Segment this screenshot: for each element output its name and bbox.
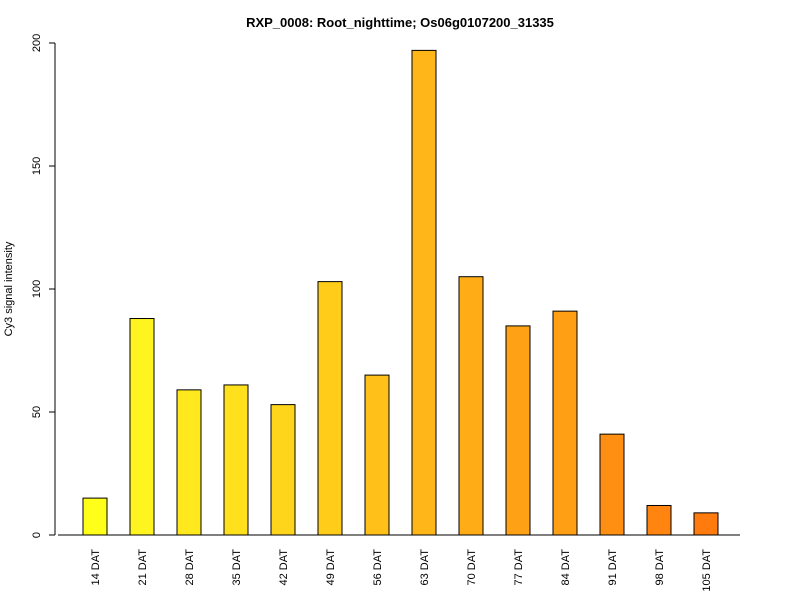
chart-title: RXP_0008: Root_nighttime; Os06g0107200_3… xyxy=(246,15,554,30)
y-axis-label: Cy3 signal intensity xyxy=(3,241,15,336)
bar-70-dat xyxy=(458,276,484,536)
y-tick-label: 50 xyxy=(31,406,43,418)
category-label: 21 DAT xyxy=(137,549,149,586)
category-label: 56 DAT xyxy=(372,549,384,586)
bar-105-dat xyxy=(693,512,719,536)
category-label: 70 DAT xyxy=(466,549,478,586)
bar-14-dat xyxy=(82,497,108,536)
category-label: 63 DAT xyxy=(419,549,431,586)
y-tick-label: 150 xyxy=(31,157,43,175)
bar-49-dat xyxy=(317,281,343,536)
bars-group xyxy=(82,49,719,536)
bar-56-dat xyxy=(364,374,390,536)
category-label: 84 DAT xyxy=(560,549,572,586)
category-label: 105 DAT xyxy=(701,549,713,592)
bar-28-dat xyxy=(176,389,202,536)
bar-77-dat xyxy=(505,325,531,536)
category-label: 35 DAT xyxy=(231,549,243,586)
bar-98-dat xyxy=(646,504,672,536)
y-axis: 0 50 100 150 200 xyxy=(31,34,56,538)
y-tick-label: 0 xyxy=(31,532,43,538)
category-label: 77 DAT xyxy=(513,549,525,586)
y-tick-label: 100 xyxy=(31,280,43,298)
category-label: 98 DAT xyxy=(654,549,666,586)
bar-63-dat xyxy=(411,49,437,536)
bar-91-dat xyxy=(599,433,625,536)
category-label: 49 DAT xyxy=(325,549,337,586)
y-tick-label: 200 xyxy=(31,34,43,52)
category-label: 28 DAT xyxy=(184,549,196,586)
category-label: 14 DAT xyxy=(90,549,102,586)
category-labels: 14 DAT 21 DAT 28 DAT 35 DAT 42 DAT 49 DAT 56 D… xyxy=(90,549,713,592)
category-label: 91 DAT xyxy=(607,549,619,586)
category-label: 42 DAT xyxy=(278,549,290,586)
bar-42-dat xyxy=(270,404,296,536)
bar-35-dat xyxy=(223,384,249,536)
bar-21-dat xyxy=(129,318,155,536)
bar-84-dat xyxy=(552,310,578,536)
